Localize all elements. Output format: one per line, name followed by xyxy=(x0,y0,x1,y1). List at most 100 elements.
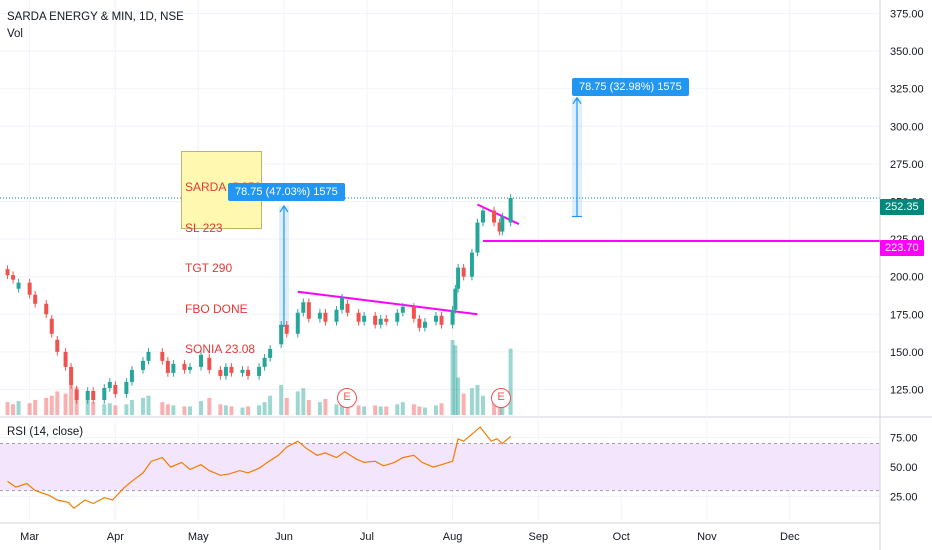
volume-label: Vol xyxy=(7,28,23,40)
candle xyxy=(508,197,513,223)
volume-bar xyxy=(187,406,192,415)
volume-bar xyxy=(439,403,444,415)
volume-bar xyxy=(44,397,49,415)
volume-bar xyxy=(257,405,262,415)
volume-bar xyxy=(246,406,251,415)
candle xyxy=(306,302,311,319)
time-tick-label: Oct xyxy=(613,531,630,543)
volume-bar xyxy=(102,404,107,415)
candle xyxy=(55,339,60,352)
volume-bar xyxy=(378,406,383,415)
candle xyxy=(229,366,234,373)
candle xyxy=(356,312,361,322)
volume-bar xyxy=(456,377,461,415)
rsi-band-layer xyxy=(0,443,880,492)
volume-bar xyxy=(27,403,32,415)
volume-bar xyxy=(199,401,204,415)
volume-bar xyxy=(284,397,289,415)
volume-bar xyxy=(334,404,339,415)
volume-bar xyxy=(240,407,245,415)
volume-bar xyxy=(492,397,497,415)
candle xyxy=(199,354,204,367)
time-tick-label: Mar xyxy=(20,531,39,543)
candle xyxy=(268,348,273,358)
volume-bar xyxy=(63,393,68,415)
candle xyxy=(257,366,262,376)
measure-label-2[interactable]: 78.75 (32.98%) 1575 xyxy=(572,78,689,96)
time-tick-label: Sep xyxy=(528,531,548,543)
volume-bar xyxy=(69,382,74,415)
rsi-label: RSI (14, close) xyxy=(7,426,84,438)
volume-bar xyxy=(113,405,118,415)
earnings-marker[interactable]: E xyxy=(491,388,511,408)
candle xyxy=(334,309,339,322)
candle xyxy=(11,275,16,280)
candle xyxy=(434,315,438,322)
volume-bar xyxy=(411,404,416,415)
volume-bar xyxy=(475,385,480,415)
earnings-marker[interactable]: E xyxy=(337,388,357,408)
candle xyxy=(345,303,350,313)
volume-bar xyxy=(461,393,466,415)
rsi-line xyxy=(7,426,511,509)
candle xyxy=(182,363,187,370)
candle xyxy=(395,312,400,322)
candle xyxy=(480,210,485,223)
candle xyxy=(69,366,74,385)
volume-bar xyxy=(262,402,267,415)
volume-bar xyxy=(223,405,228,415)
drawing-layer xyxy=(0,96,880,327)
candle xyxy=(456,267,461,289)
trade-note-line: SONIA 23.08 xyxy=(185,342,256,356)
candle xyxy=(439,315,444,325)
price-tick-label: 175.00 xyxy=(890,309,924,321)
trade-note-line: SL 223 xyxy=(185,220,223,235)
volume-bar xyxy=(160,402,165,415)
candle xyxy=(146,351,151,361)
candle xyxy=(240,369,245,373)
time-tick-label: Apr xyxy=(107,531,124,543)
volume-bar xyxy=(434,405,438,415)
candle xyxy=(340,297,345,310)
volume-bar xyxy=(373,405,378,415)
volume-bar xyxy=(140,397,145,415)
measure-label-1[interactable]: 78.75 (47.03%) 1575 xyxy=(228,183,345,201)
volume-bar xyxy=(508,348,513,415)
volume-bar xyxy=(124,404,129,415)
candle xyxy=(107,381,112,388)
volume-bar xyxy=(345,403,350,415)
time-tick-label: May xyxy=(188,531,209,543)
volume-bar xyxy=(16,401,21,415)
candle xyxy=(400,306,405,313)
volume-bar xyxy=(453,345,458,415)
measure-arrow xyxy=(279,204,289,213)
volume-bar xyxy=(207,397,212,415)
trade-note-line: TGT 290 xyxy=(185,261,233,275)
volume-bar xyxy=(55,391,60,415)
volume-bar xyxy=(49,395,54,415)
candle xyxy=(91,390,96,400)
trend-line xyxy=(297,290,478,316)
candle xyxy=(44,303,49,315)
candle xyxy=(411,306,416,319)
chart-title: SARDA ENERGY & MIN, 1D, NSE xyxy=(7,11,184,23)
volume-bar xyxy=(268,395,273,415)
volume-bar xyxy=(182,406,187,415)
candle xyxy=(63,351,68,367)
price-tick-label: 125.00 xyxy=(890,384,924,396)
price-tick-label: 275.00 xyxy=(890,159,924,171)
candle xyxy=(384,318,389,322)
volume-bar xyxy=(129,400,134,415)
volume-bar xyxy=(91,402,96,415)
volume-bar xyxy=(356,405,361,415)
candle xyxy=(492,210,497,223)
volume-bar xyxy=(480,395,485,415)
candle xyxy=(5,269,10,276)
candle xyxy=(27,282,32,295)
volume-bar xyxy=(85,398,90,415)
candle xyxy=(33,294,38,304)
volume-bar xyxy=(229,406,234,415)
candle xyxy=(207,357,212,370)
volume-bar xyxy=(469,388,474,415)
